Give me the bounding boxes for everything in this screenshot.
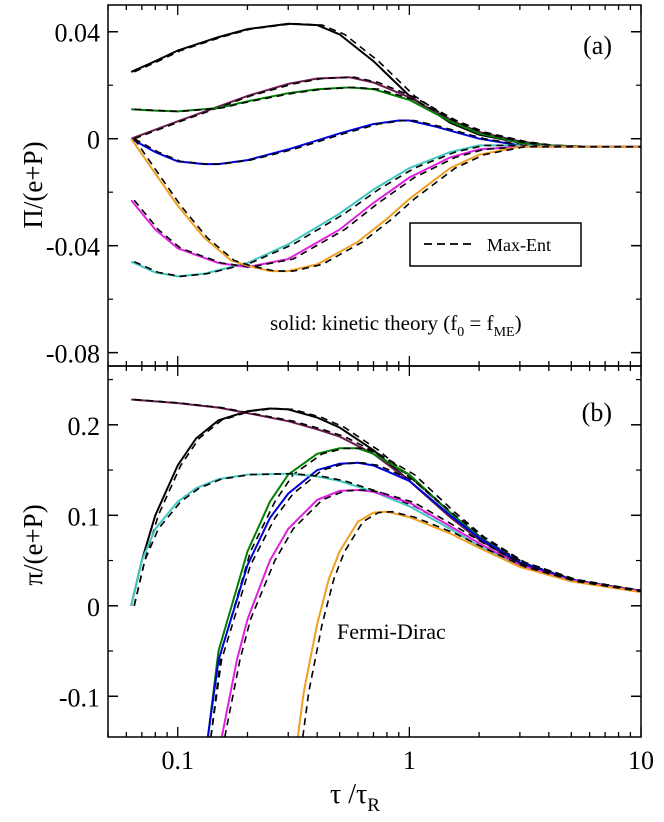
panel-a-label: (a) <box>583 31 612 60</box>
series-magenta-panel-b <box>220 488 641 737</box>
series-blue-panel-b <box>206 461 641 737</box>
panel-a-annotation: solid: kinetic theory (f0 = fME) <box>270 311 522 340</box>
legend-label: Max-Ent <box>487 235 551 255</box>
series-green-panel-a <box>131 86 641 148</box>
series-blue-panel-a <box>130 119 641 166</box>
panel-b-frame <box>107 365 642 738</box>
series-purple-maxent-panel-a <box>133 76 641 148</box>
series-magenta-maxent-panel-a <box>133 145 641 268</box>
series-green-maxent-panel-b <box>210 447 641 737</box>
ytick-label: 0.1 <box>68 502 101 531</box>
panel-a-ylabel-main: Π <box>18 209 48 229</box>
annotation-mid: = f <box>464 311 493 335</box>
annotation-sub-0: 0 <box>457 325 464 340</box>
ytick-label: -0.1 <box>59 683 100 712</box>
series-blue-maxent-panel-b <box>210 461 641 737</box>
series-green-maxent-panel-a <box>134 86 641 148</box>
ytick-label: 0.04 <box>55 19 101 48</box>
legend: Max-Ent <box>409 222 582 267</box>
panel-a-series <box>130 22 641 278</box>
ytick-label: 0.2 <box>68 412 101 441</box>
panel-a-y-axis-label: Π/(e+P) <box>18 141 48 228</box>
series-black-maxent-panel-a <box>133 22 641 148</box>
series-black-maxent-panel-b <box>133 407 641 606</box>
panel-b-ylabel-rest: /(e+P) <box>18 504 48 572</box>
ytick-label: 0 <box>87 126 100 155</box>
panel-b-ticks: 0.2 0.1 0 -0.1 0.1 1 10 <box>59 366 654 775</box>
series-black-panel-a <box>130 22 641 148</box>
xtick-label: 10 <box>628 746 654 775</box>
panel-a-ticks: 0.04 0 -0.04 -0.08 <box>46 5 642 369</box>
x-axis-label: τ /τR <box>330 779 380 816</box>
ytick-label: -0.04 <box>46 233 100 262</box>
ytick-label: 0 <box>87 593 100 622</box>
panel-b-y-axis-label: π/(e+P) <box>18 504 48 585</box>
panel-b-ylabel-main: π <box>18 572 48 586</box>
xtick-label: 0.1 <box>161 746 194 775</box>
panel-a-ylabel-rest: /(e+P) <box>18 141 48 209</box>
panel-b: 0.2 0.1 0 -0.1 0.1 1 10 (b) π/(e+P) Fermi-Dira… <box>18 365 654 816</box>
xlabel-sub: R <box>367 795 380 816</box>
series-cyan-maxent-panel-a <box>133 144 641 278</box>
series-green-panel-b <box>206 447 641 737</box>
annotation-sub-me: ME <box>494 325 515 340</box>
annotation-suffix: ) <box>515 311 522 335</box>
panel-b-annotation: Fermi-Dirac <box>337 619 446 644</box>
annotation-prefix: solid: kinetic theory (f <box>270 311 457 335</box>
ytick-label: -0.08 <box>46 340 100 369</box>
panel-b-label: (b) <box>582 398 612 427</box>
xlabel-main: τ /τ <box>330 779 367 810</box>
series-purple-maxent-panel-b <box>134 398 641 592</box>
series-magenta-maxent-panel-b <box>224 489 641 737</box>
series-orange-maxent-panel-a <box>133 138 641 272</box>
panel-b-series <box>130 398 641 737</box>
series-orange-maxent-panel-b <box>302 510 641 737</box>
series-blue-maxent-panel-a <box>133 119 641 165</box>
series-cyan-maxent-panel-b <box>133 472 641 606</box>
series-orange-panel-a <box>130 138 641 273</box>
panel-a: 0.04 0 -0.04 -0.08 (a) Π/(e+P) Max-Ent soli… <box>18 4 642 369</box>
xtick-label: 1 <box>403 746 416 775</box>
